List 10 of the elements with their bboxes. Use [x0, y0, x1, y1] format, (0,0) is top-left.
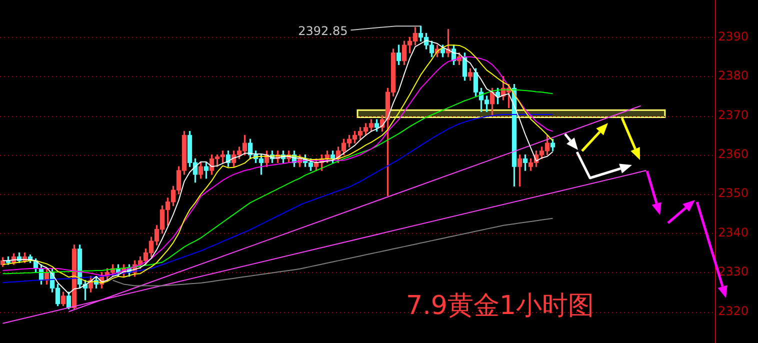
y-tick-label: 2370	[718, 108, 749, 122]
y-tick-label: 2380	[718, 68, 749, 83]
annotation: 2392.85	[298, 24, 348, 38]
y-tick-label: 2390	[718, 29, 749, 44]
text: 7.9黄金1小时图	[405, 290, 595, 323]
y-tick-label: 2330	[718, 264, 749, 279]
y-tick-label: 2320	[718, 304, 749, 318]
y-tick-label: 2340	[718, 225, 749, 240]
y-tick-label: 2360	[718, 146, 749, 161]
y-tick-label: 2350	[718, 186, 749, 200]
